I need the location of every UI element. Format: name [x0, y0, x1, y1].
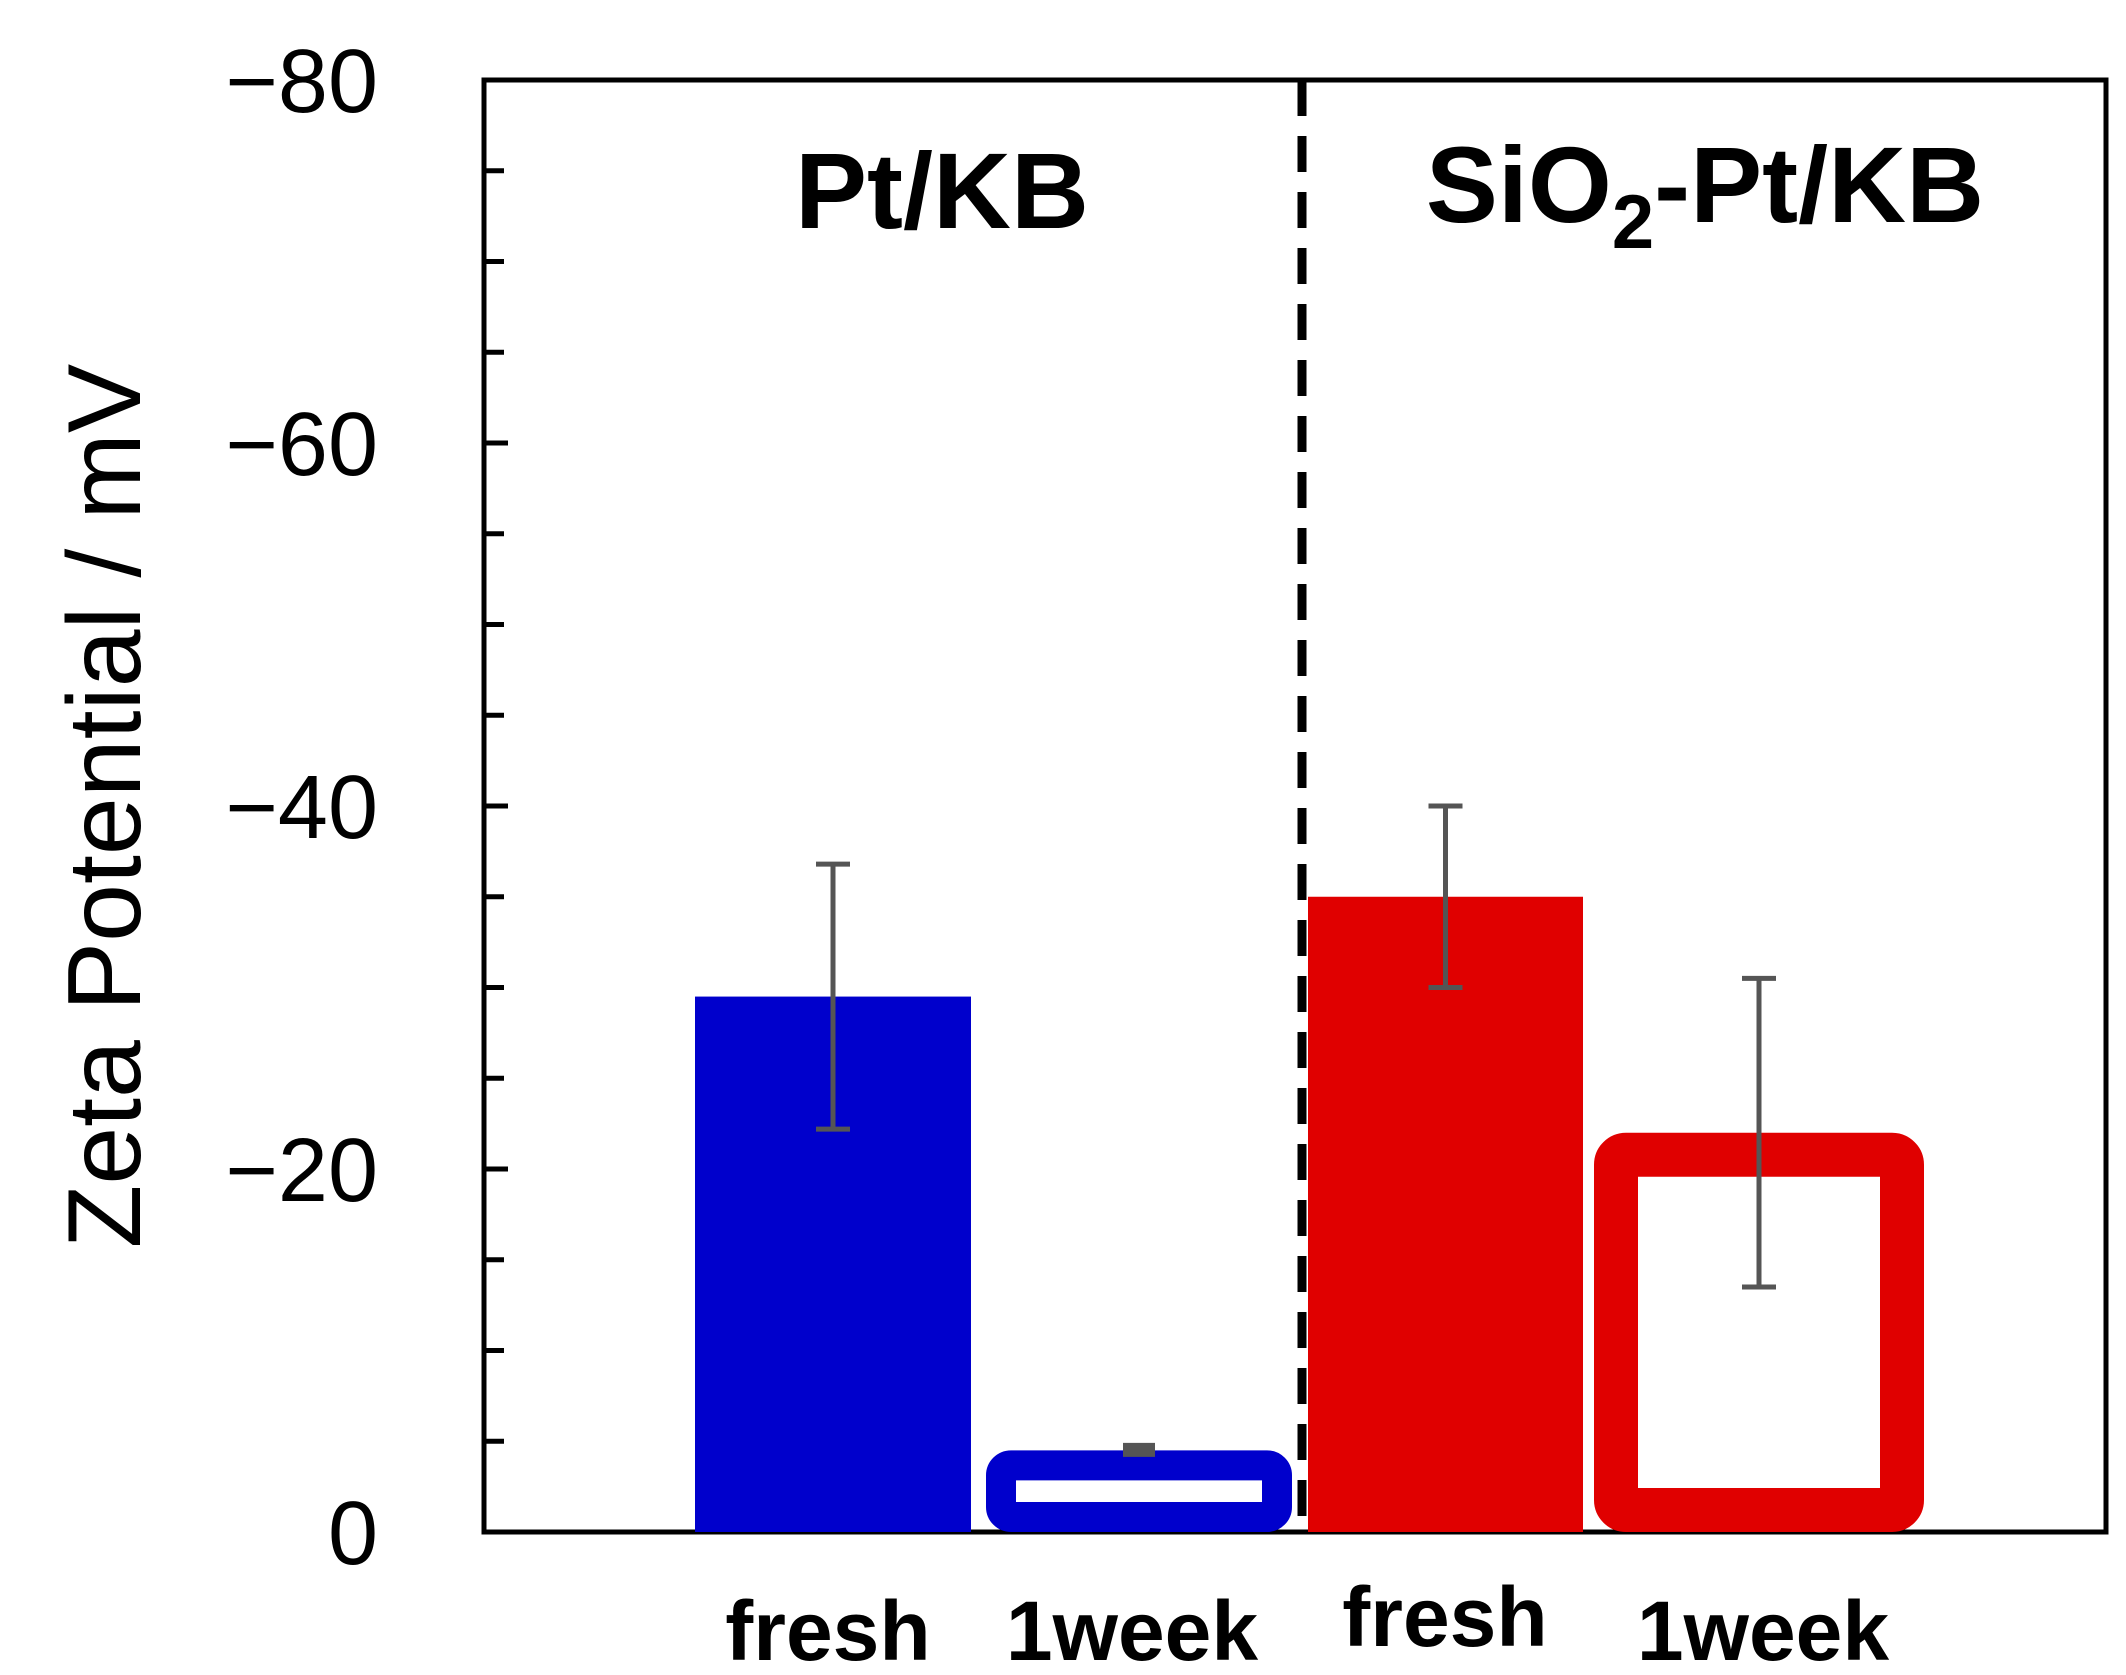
- y-tick-label: −60: [225, 395, 378, 495]
- category-label-sio2-fresh: fresh: [1342, 1570, 1547, 1664]
- group-label-pt-kb: Pt/KB: [795, 130, 1089, 251]
- category-label-pt-kb-1week: 1week: [1006, 1584, 1258, 1675]
- y-axis-ticks: [484, 168, 508, 1444]
- y-axis-tick-labels: 0 −20 −40 −60 −80: [225, 32, 378, 1584]
- error-bar-pt-kb-1week: [1123, 1442, 1155, 1457]
- error-bars: [816, 803, 1776, 1457]
- category-label-sio2-1week: 1week: [1637, 1584, 1889, 1675]
- y-tick-label: −80: [225, 32, 378, 132]
- category-label-pt-kb-fresh: fresh: [725, 1584, 930, 1675]
- group-label-sio2-suffix: -Pt/KB: [1654, 124, 1984, 245]
- y-tick-label: −20: [225, 1121, 378, 1221]
- group-label-sio2-prefix: SiO: [1426, 124, 1612, 245]
- y-tick-label: −40: [225, 758, 378, 858]
- group-label-sio2-pt-kb: SiO2-Pt/KB: [1426, 124, 1984, 265]
- bar-pt-kb-1week: [986, 1450, 1292, 1532]
- group-label-sio2-subscript: 2: [1612, 180, 1654, 265]
- bar-sio2-pt-kb-fresh: [1308, 896, 1583, 1532]
- y-axis-label: Zeta Potential / mV: [47, 364, 163, 1248]
- y-tick-label: 0: [328, 1484, 378, 1584]
